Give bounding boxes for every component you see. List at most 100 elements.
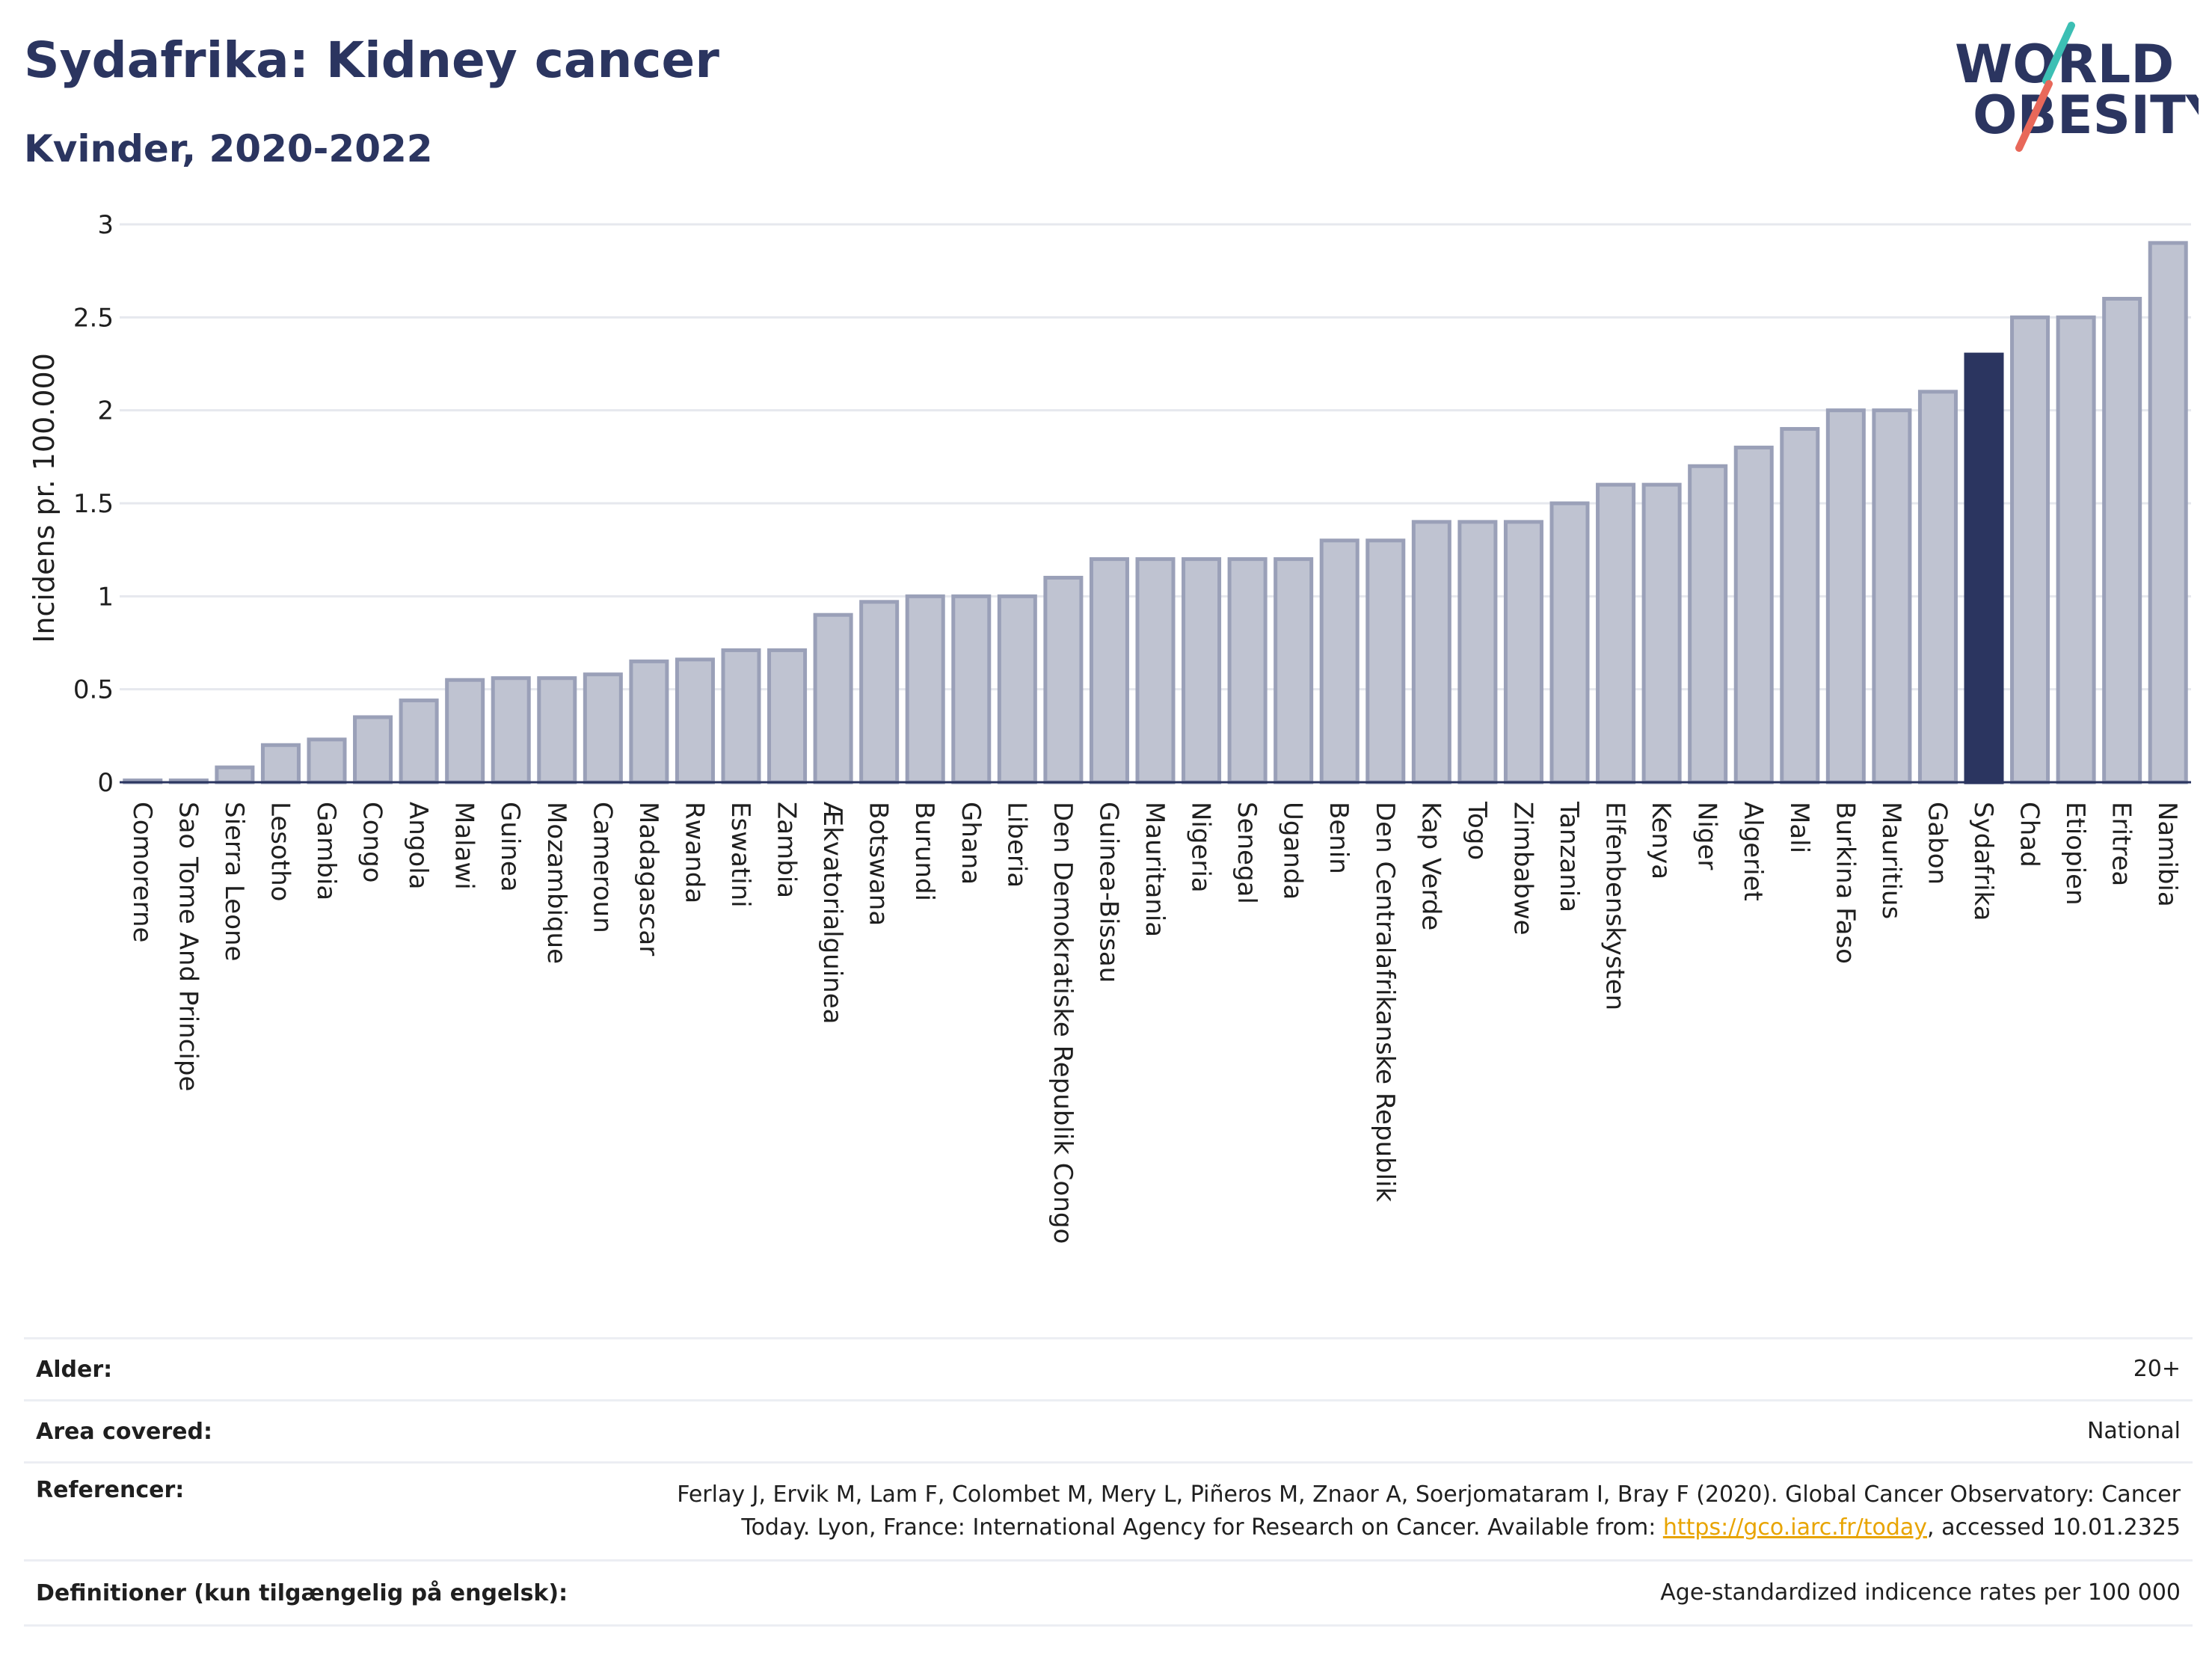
- y-tick-label: 3: [97, 210, 114, 240]
- bar-guinea: [491, 676, 531, 784]
- x-tick-label: Guinea: [495, 802, 525, 892]
- bar-elfenbenskysten: [1596, 482, 1636, 784]
- x-tick-label: Cameroun: [587, 802, 617, 933]
- bar-namibia: [2148, 241, 2188, 784]
- x-tick-label: Namibia: [2152, 802, 2182, 907]
- info-row-references: Referencer: Ferlay J, Ervik M, Lam F, Co…: [24, 1461, 2193, 1559]
- bar-eritrea: [2102, 296, 2142, 784]
- bar-mauritania: [1135, 557, 1176, 784]
- x-tick-label: Comorerne: [127, 802, 157, 942]
- x-tick-label: Ghana: [956, 802, 986, 885]
- bar-sydafrika: [1964, 352, 2004, 784]
- y-tick-label: 0.5: [73, 675, 114, 705]
- bar-mozambique: [537, 676, 577, 784]
- logo-stroke-teal: [2042, 22, 2075, 85]
- logo-stroke-red: [2015, 80, 2053, 152]
- bar-benin: [1319, 538, 1360, 784]
- bar-senegal: [1227, 557, 1268, 784]
- x-tick-label: Etiopien: [2060, 802, 2090, 906]
- bar-guinea-bissau: [1089, 557, 1129, 784]
- bar-den-centralafrikanske-republik: [1365, 538, 1406, 784]
- y-tick-label: 2.5: [73, 303, 114, 333]
- x-tick-label: Sao Tome And Principe: [173, 802, 203, 1091]
- info-label-definitions: Definitioner (kun tilgængelig på engelsk…: [36, 1579, 568, 1606]
- bar-algeriet: [1733, 445, 1774, 784]
- x-tick-label: Eswatini: [725, 802, 755, 908]
- x-tick-label: Mauritius: [1876, 802, 1906, 919]
- x-tick-label: Angola: [403, 802, 433, 889]
- x-tick-label: Rwanda: [679, 802, 709, 903]
- info-label-references: Referencer:: [36, 1477, 185, 1503]
- x-tick-label: Ækvatorialguinea: [817, 802, 847, 1024]
- bar-burundi: [905, 594, 945, 784]
- info-row-area: Area covered: National: [24, 1399, 2193, 1461]
- x-tick-label: Sydafrika: [1968, 802, 1998, 921]
- x-tick-label: Eritrea: [2107, 802, 2136, 886]
- bar-chart: 0 0.5 1 1.5 2 2.5 3 Comorerne Sao Tome And Prin…: [28, 210, 2191, 1244]
- y-axis-label: Incidens pr. 100.000: [28, 353, 61, 643]
- bar-mali: [1780, 427, 1820, 784]
- bar-ghana: [951, 594, 992, 784]
- logo-line2: OBESITY: [1973, 85, 2199, 146]
- x-tick-label: Algeriet: [1738, 802, 1768, 901]
- bar-liberia: [997, 594, 1037, 784]
- x-tick-label: Madagascar: [633, 802, 663, 956]
- x-tick-label: Kap Verde: [1416, 802, 1446, 930]
- y-tick-label: 1.5: [73, 489, 114, 519]
- info-value-area: National: [2086, 1418, 2181, 1444]
- info-row-age: Alder: 20+: [24, 1337, 2193, 1399]
- bar-kenya: [1641, 482, 1682, 784]
- info-label-age: Alder:: [36, 1356, 113, 1383]
- bar-zambia: [767, 648, 808, 784]
- bar-madagascar: [629, 659, 669, 784]
- x-tick-label: Malawi: [449, 802, 479, 890]
- x-tick-label: Sierra Leone: [219, 802, 249, 961]
- x-tick-label: Zimbabwe: [1508, 802, 1537, 936]
- info-table: Alder: 20+ Area covered: National Refere…: [24, 1337, 2193, 1627]
- world-obesity-logo: WORLD OBESITY: [1955, 22, 2199, 152]
- x-tick-label: Botswana: [864, 802, 894, 926]
- bars: [123, 241, 2188, 784]
- bar-eswatini: [721, 648, 761, 784]
- bar-mauritius: [1872, 408, 1912, 784]
- bar-tanzania: [1549, 501, 1590, 784]
- bar-cameroun: [583, 672, 623, 784]
- x-tick-label: Elfenbenskysten: [1600, 802, 1630, 1010]
- bar-zimbabwe: [1503, 520, 1543, 784]
- x-tick-label: Uganda: [1278, 802, 1308, 900]
- x-tick-label: Gabon: [1922, 802, 1952, 885]
- bar-angola: [399, 698, 439, 784]
- bar-gambia: [307, 737, 347, 784]
- y-tick-label: 1: [97, 582, 114, 612]
- reference-line2-post: , accessed 10.01.2325: [1927, 1514, 2181, 1541]
- x-tick-label: Mauritania: [1140, 802, 1170, 937]
- x-tick-label: Benin: [1324, 802, 1354, 874]
- x-tick-label: Gambia: [311, 802, 341, 900]
- bar-kap-verde: [1411, 520, 1451, 784]
- y-tick-label: 0: [97, 768, 114, 798]
- x-tick-label: Congo: [357, 802, 387, 882]
- bar-nigeria: [1182, 557, 1222, 784]
- reference-link[interactable]: https://gco.iarc.fr/today: [1662, 1514, 1928, 1541]
- x-tick-label: Nigeria: [1186, 802, 1216, 893]
- info-label-area: Area covered:: [36, 1418, 212, 1445]
- bar-uganda: [1274, 557, 1314, 784]
- page-subtitle: Kvinder, 2020-2022: [24, 127, 433, 171]
- x-tick-label: Togo: [1462, 801, 1492, 860]
- x-tick-label: Senegal: [1232, 802, 1262, 904]
- bar-botswana: [859, 600, 900, 784]
- info-value-references: Ferlay J, Ervik M, Lam F, Colombet M, Me…: [677, 1479, 2193, 1544]
- x-tick-label: Lesotho: [265, 802, 295, 901]
- info-value-definitions: Age-standardized indicence rates per 100…: [1660, 1579, 2181, 1606]
- bar-gabon: [1917, 390, 1958, 784]
- x-tick-label: Burundi: [909, 802, 939, 901]
- bar-chad: [2010, 315, 2050, 784]
- x-tick-label: Mozambique: [541, 802, 571, 964]
- bar-togo: [1457, 520, 1498, 784]
- bar-burkina-faso: [1825, 408, 1866, 784]
- x-tick-label: Guinea-Bissau: [1093, 802, 1123, 983]
- bar-niger: [1688, 464, 1728, 784]
- x-tick-label: Den Demokratiske Republik Congo: [1048, 802, 1078, 1244]
- bar-sierra-leone: [215, 765, 255, 784]
- page-title: Sydafrika: Kidney cancer: [24, 31, 719, 89]
